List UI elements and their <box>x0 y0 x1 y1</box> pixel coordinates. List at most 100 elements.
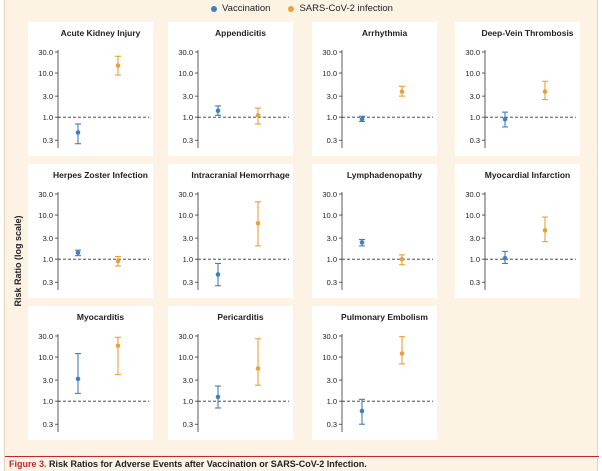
y-tick-label: 3.0 <box>327 376 337 385</box>
y-tick-label: 3.0 <box>327 234 337 243</box>
panel-myocardial-infarction: Myocardial Infarction 0.3 1.0 3.0 10.0 30.0 <box>455 164 580 298</box>
y-tick-label: 10.0 <box>38 353 53 362</box>
panel-title: Intracranial Hemorrhage <box>191 170 290 180</box>
y-tick-label: 3.0 <box>183 376 193 385</box>
infection-point <box>399 256 405 262</box>
y-tick-label: 10.0 <box>465 211 480 220</box>
vaccination-point <box>359 240 365 245</box>
y-tick-label: 3.0 <box>43 92 53 101</box>
vaccination-point <box>75 376 81 382</box>
panel-title: Deep-Vein Thrombosis <box>481 28 573 38</box>
y-tick-label: 1.0 <box>183 397 193 406</box>
legend-marker-vaccination <box>211 5 218 12</box>
panel-appendicitis: Appendicitis 0.3 1.0 3.0 10.0 30.0 <box>168 22 293 156</box>
panel-title: Acute Kidney Injury <box>61 28 141 38</box>
y-tick-label: 30.0 <box>322 48 337 57</box>
panel-arrhythmia: Arrhythmia 0.3 1.0 3.0 10.0 30.0 <box>312 22 437 156</box>
panel-background <box>455 164 580 298</box>
legend-item-vaccination: Vaccination <box>211 3 270 14</box>
panel-pericarditis: Pericarditis 0.3 1.0 3.0 10.0 30.0 <box>168 306 293 440</box>
y-tick-label: 3.0 <box>183 92 193 101</box>
panel-pulmonary-embolism: Pulmonary Embolism 0.3 1.0 3.0 10.0 30.0 <box>312 306 437 440</box>
y-tick-label: 30.0 <box>38 48 53 57</box>
y-tick-label: 10.0 <box>178 69 193 78</box>
panel-background <box>312 306 437 440</box>
y-tick-label: 1.0 <box>327 397 337 406</box>
y-tick-label: 10.0 <box>38 69 53 78</box>
infection-point <box>115 258 121 264</box>
y-tick-label: 10.0 <box>322 69 337 78</box>
y-tick-label: 3.0 <box>327 92 337 101</box>
vaccination-point <box>75 130 81 135</box>
vaccination-point <box>359 116 365 122</box>
y-tick-label: 10.0 <box>38 211 53 220</box>
y-tick-label: 0.3 <box>43 278 53 287</box>
panel-title: Myocardial Infarction <box>485 170 571 180</box>
y-tick-label: 1.0 <box>470 113 480 122</box>
y-tick-label: 1.0 <box>470 255 480 264</box>
y-tick-label: 1.0 <box>327 113 337 122</box>
y-tick-label: 10.0 <box>178 353 193 362</box>
y-tick-label: 1.0 <box>183 113 193 122</box>
infection-point <box>115 63 121 68</box>
y-tick-label: 30.0 <box>465 190 480 199</box>
y-tick-label: 1.0 <box>43 113 53 122</box>
infection-point <box>542 228 548 233</box>
panel-title: Pericarditis <box>217 312 264 322</box>
y-tick-label: 10.0 <box>465 69 480 78</box>
y-tick-label: 0.3 <box>327 278 337 287</box>
infection-point <box>542 89 548 94</box>
y-tick-label: 3.0 <box>183 234 193 243</box>
y-tick-label: 1.0 <box>43 255 53 264</box>
y-tick-label: 3.0 <box>43 376 53 385</box>
y-tick-label: 30.0 <box>465 48 480 57</box>
panel-background <box>312 22 437 156</box>
y-tick-label: 30.0 <box>38 332 53 341</box>
y-tick-label: 3.0 <box>470 92 480 101</box>
y-tick-label: 1.0 <box>183 255 193 264</box>
caption-text: Risk Ratios for Adverse Events after Vac… <box>49 459 367 469</box>
panel-intracranial-hemorrhage: Intracranial Hemorrhage 0.3 1.0 3.0 10.0 30.0 <box>168 164 293 298</box>
panel-title: Myocarditis <box>77 312 125 322</box>
legend: Vaccination SARS-CoV-2 infection <box>5 3 599 14</box>
panel-title: Appendicitis <box>215 28 266 38</box>
figure-label: Figure 3. <box>9 459 47 469</box>
infection-point <box>255 221 261 226</box>
y-tick-label: 30.0 <box>322 332 337 341</box>
panel-myocarditis: Myocarditis 0.3 1.0 3.0 10.0 30.0 <box>28 306 153 440</box>
figure-caption: Figure 3. Risk Ratios for Adverse Events… <box>5 456 599 471</box>
y-tick-label: 10.0 <box>322 353 337 362</box>
y-tick-label: 30.0 <box>178 332 193 341</box>
y-tick-label: 3.0 <box>470 234 480 243</box>
figure-frame: Vaccination SARS-CoV-2 infection Risk Ra… <box>4 0 599 471</box>
panel-background <box>312 164 437 298</box>
panel-title: Herpes Zoster Infection <box>53 170 148 180</box>
y-tick-label: 30.0 <box>178 48 193 57</box>
panel-acute-kidney-injury: Acute Kidney Injury 0.3 1.0 3.0 10.0 30.0 <box>28 22 153 156</box>
y-tick-label: 0.3 <box>327 420 337 429</box>
y-tick-label: 1.0 <box>327 255 337 264</box>
legend-label-vaccination: Vaccination <box>222 3 271 14</box>
y-tick-label: 0.3 <box>43 420 53 429</box>
panel-title: Pulmonary Embolism <box>341 312 428 322</box>
legend-marker-infection <box>288 5 295 12</box>
vaccination-point <box>215 108 221 114</box>
y-tick-label: 30.0 <box>178 190 193 199</box>
y-tick-label: 10.0 <box>178 211 193 220</box>
infection-point <box>399 89 405 94</box>
panel-background <box>168 306 293 440</box>
panel-lymphadenopathy: Lymphadenopathy 0.3 1.0 3.0 10.0 30.0 <box>312 164 437 298</box>
panel-background <box>455 22 580 156</box>
panel-deep-vein-thrombosis: Deep-Vein Thrombosis 0.3 1.0 3.0 10.0 30.0 <box>455 22 580 156</box>
infection-point <box>399 351 405 356</box>
y-tick-label: 0.3 <box>43 136 53 145</box>
y-tick-label: 0.3 <box>183 420 193 429</box>
infection-point <box>255 113 261 118</box>
panel-title: Lymphadenopathy <box>347 170 423 180</box>
vaccination-point <box>215 272 221 277</box>
vaccination-point <box>359 408 365 414</box>
y-tick-label: 3.0 <box>43 234 53 243</box>
panel-title: Arrhythmia <box>362 28 408 38</box>
panel-background <box>28 164 153 298</box>
panel-background <box>168 22 293 156</box>
